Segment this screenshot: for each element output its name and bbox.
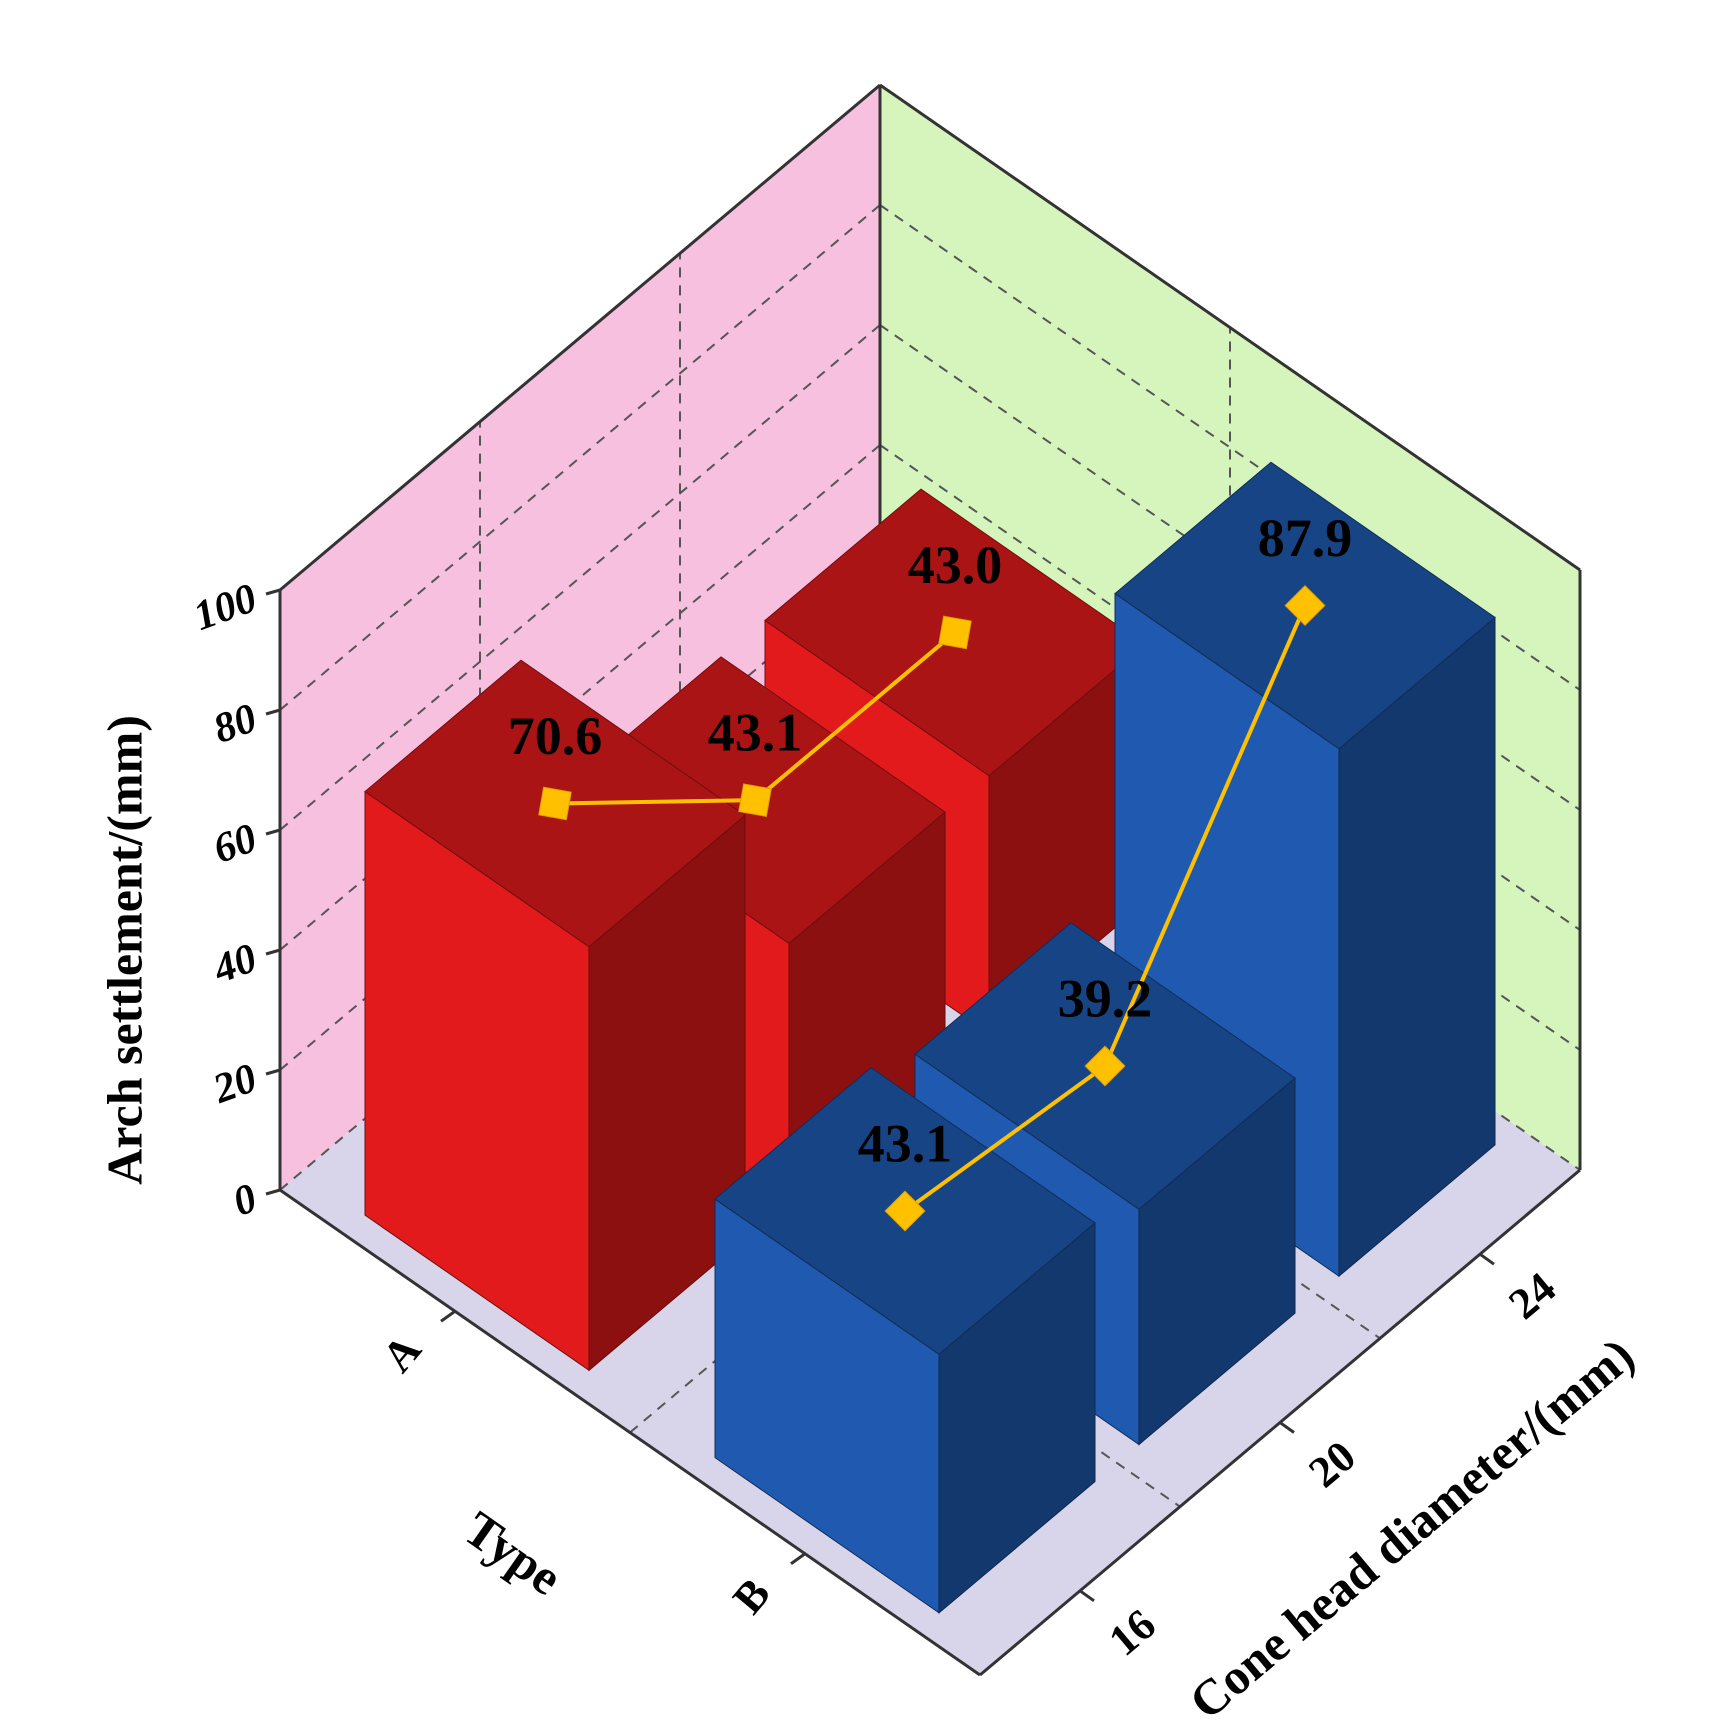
data-label: 87.9 [1258,508,1353,568]
data-label: 43.1 [858,1113,953,1173]
y-tick [265,588,281,596]
grid-line [279,204,881,711]
marker [738,783,772,817]
type-tick [440,1310,456,1323]
x-tick-label: 20 [1300,1431,1365,1497]
y-tick [265,828,281,836]
type-tick-label: A [373,1325,431,1381]
y-tick [265,1068,281,1076]
marker [1084,1045,1126,1087]
y-tick [265,1188,281,1196]
y-tick-label: 40 [207,935,263,993]
marker [1284,585,1326,627]
x-tick [1079,1589,1095,1603]
bar [364,659,746,1372]
y-tick-label: 0 [227,1175,262,1225]
y-tick [265,708,281,716]
axis-edge [279,83,881,592]
marker [938,615,972,650]
y-tick-label: 80 [208,695,263,753]
y-axis-title: Arch settlement/(mm) [96,715,152,1185]
type-tick-label: B [723,1569,779,1623]
marker [538,786,572,821]
data-label: 39.2 [1058,968,1153,1028]
axis-edge [879,83,1581,572]
data-label: 43.1 [708,703,803,763]
axis-edge [279,1188,981,1677]
y-tick [265,948,281,956]
x-tick-label: 16 [1100,1600,1165,1666]
marker [884,1190,926,1232]
data-label: 43.0 [908,535,1003,595]
y-tick-label: 60 [208,815,263,873]
x-tick-label: 24 [1500,1263,1565,1329]
grid-line [279,324,881,831]
series-axis-title: Type [454,1500,572,1606]
type-tick [790,1552,806,1565]
y-tick-label: 20 [207,1055,263,1113]
x-tick [1479,1252,1495,1266]
x-tick [1279,1421,1295,1434]
y-tick-label: 100 [188,575,263,640]
data-label: 70.6 [508,706,603,766]
